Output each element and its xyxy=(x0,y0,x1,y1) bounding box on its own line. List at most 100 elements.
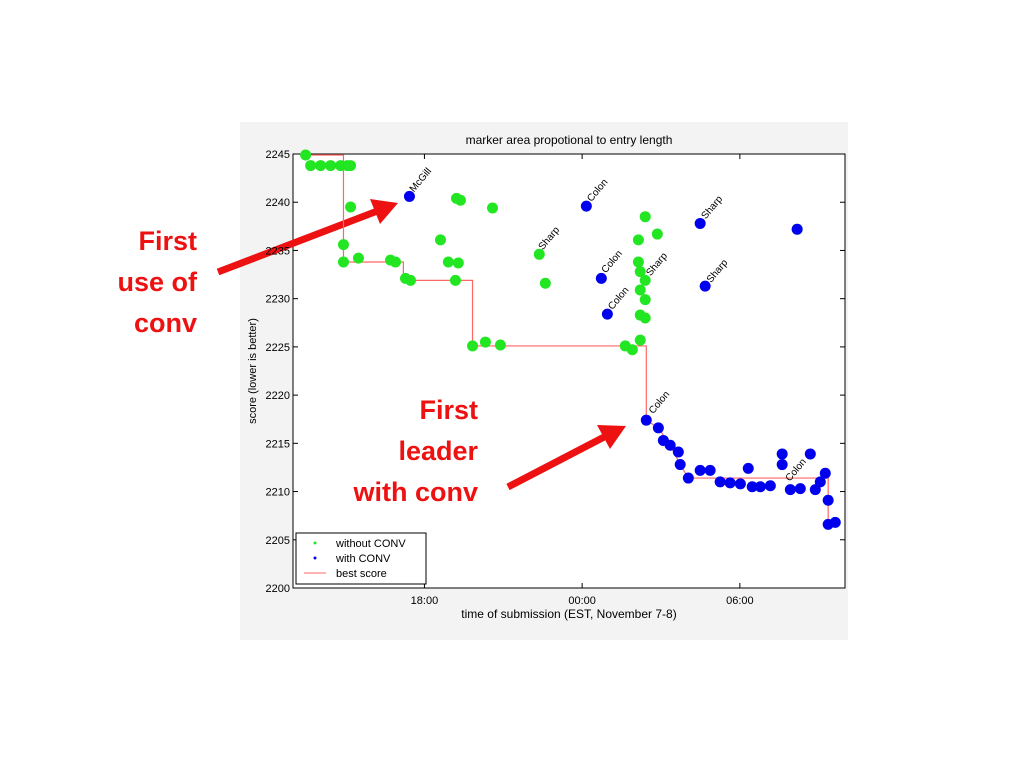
point xyxy=(694,464,706,476)
x-tick-label: 00:00 xyxy=(568,595,596,607)
point xyxy=(434,234,446,246)
point xyxy=(454,194,466,206)
point xyxy=(352,252,364,264)
callout-line: leader xyxy=(398,436,478,466)
y-axis-label: score (lower is better) xyxy=(247,318,259,424)
y-tick-label: 2235 xyxy=(266,245,290,257)
point xyxy=(776,448,788,460)
x-tick-label: 18:00 xyxy=(411,595,439,607)
point xyxy=(345,201,357,213)
point xyxy=(494,339,506,351)
point xyxy=(714,476,726,488)
point xyxy=(651,228,663,240)
point xyxy=(479,336,491,348)
best-score-line xyxy=(305,154,836,525)
legend-marker xyxy=(313,541,317,545)
arrow-shaft xyxy=(506,431,610,491)
point xyxy=(632,256,644,268)
callout: First use of conv xyxy=(117,226,198,338)
point xyxy=(452,257,464,269)
y-tick-label: 2200 xyxy=(266,583,290,595)
callout-line: conv xyxy=(134,308,197,338)
point xyxy=(403,190,415,202)
chart-title: marker area propotional to entry length xyxy=(466,133,673,147)
point xyxy=(814,476,826,488)
point xyxy=(325,160,337,172)
y-tick-label: 2230 xyxy=(266,294,290,306)
point xyxy=(754,481,766,493)
y-tick-label: 2220 xyxy=(266,390,290,402)
point xyxy=(819,467,831,479)
point xyxy=(764,480,776,492)
legend-label: without CONV xyxy=(335,538,406,550)
point xyxy=(699,280,711,292)
point xyxy=(639,211,651,223)
point xyxy=(822,494,834,506)
point xyxy=(634,266,646,278)
callout: First leader with conv xyxy=(352,395,478,507)
x-tick-label: 06:00 xyxy=(726,595,754,607)
point xyxy=(794,483,806,495)
point xyxy=(632,234,644,246)
point xyxy=(704,464,716,476)
point xyxy=(640,414,652,426)
callout-line: with conv xyxy=(352,477,478,507)
callout-line: use of xyxy=(117,267,198,297)
point xyxy=(601,308,613,320)
y-tick-label: 2210 xyxy=(266,487,290,499)
point xyxy=(337,239,349,251)
point xyxy=(634,334,646,346)
point xyxy=(449,274,461,286)
callout-line: First xyxy=(419,395,478,425)
point xyxy=(487,202,499,214)
arrow-head xyxy=(370,199,398,224)
y-tick-label: 2205 xyxy=(266,535,290,547)
arrow-head xyxy=(597,425,626,449)
point xyxy=(345,160,357,172)
point xyxy=(639,294,651,306)
arrow-shaft xyxy=(216,206,382,276)
point xyxy=(791,223,803,235)
point xyxy=(337,256,349,268)
point xyxy=(315,160,327,172)
point xyxy=(580,200,592,212)
point xyxy=(390,256,402,268)
point xyxy=(724,477,736,489)
point xyxy=(300,149,312,161)
point xyxy=(404,274,416,286)
point xyxy=(746,481,758,493)
legend-label: with CONV xyxy=(335,553,391,565)
point xyxy=(626,344,638,356)
y-tick-label: 2225 xyxy=(266,342,290,354)
y-tick-label: 2245 xyxy=(266,149,290,161)
point xyxy=(734,478,746,490)
point xyxy=(694,217,706,229)
point xyxy=(652,422,664,434)
point xyxy=(442,256,454,268)
point xyxy=(639,274,651,286)
point xyxy=(742,462,754,474)
point xyxy=(634,284,646,296)
legend-label: best score xyxy=(336,568,387,580)
y-tick-label: 2215 xyxy=(266,438,290,450)
point xyxy=(804,448,816,460)
point xyxy=(776,459,788,471)
callout-line: First xyxy=(138,226,197,256)
point xyxy=(674,459,686,471)
legend-box xyxy=(295,532,427,585)
point xyxy=(664,439,676,451)
point xyxy=(829,516,841,528)
y-tick-label: 2240 xyxy=(266,197,290,209)
point xyxy=(682,472,694,484)
plot-area xyxy=(292,153,846,589)
point xyxy=(672,446,684,458)
point xyxy=(305,160,317,172)
x-axis-label: time of submission (EST, November 7-8) xyxy=(461,607,676,621)
point xyxy=(539,277,551,289)
point xyxy=(595,272,607,284)
point xyxy=(467,340,479,352)
point xyxy=(639,312,651,324)
legend-marker xyxy=(313,556,317,560)
